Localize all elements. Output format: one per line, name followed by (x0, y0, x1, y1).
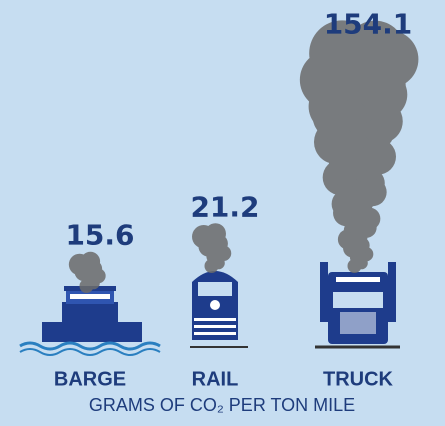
category-label: TRUCK (323, 368, 394, 390)
smoke-puff (205, 223, 226, 244)
category-label: RAIL (192, 368, 239, 390)
value-label: 15.6 (65, 218, 134, 251)
rail-icon (192, 271, 238, 340)
page: {"chart_data": {"type": "bar", "title": … (0, 0, 445, 426)
category-label: BARGE (54, 368, 126, 390)
value-label: 154.1 (324, 7, 413, 40)
smoke-puff (81, 252, 100, 271)
chart: GRAMS OF CO₂ PER TON MILE 15.6 BARGE 21.2 R… (0, 0, 445, 426)
chart-title: GRAMS OF CO₂ PER TON MILE (89, 395, 355, 415)
truck-icon (320, 262, 396, 344)
value-label: 21.2 (190, 191, 259, 224)
